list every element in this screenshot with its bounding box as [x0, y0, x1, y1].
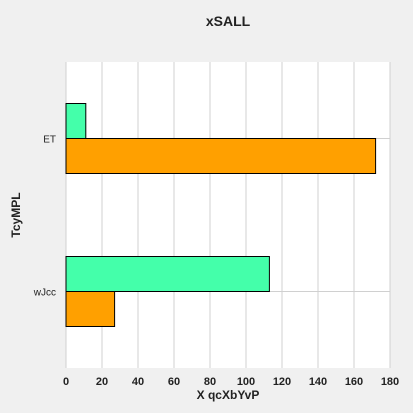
x-tick-label: 20 [96, 376, 108, 388]
x-tick-label: 180 [381, 376, 399, 388]
x-tick-label: 0 [63, 376, 69, 388]
x-tick-labels: 0 20 40 60 80 100 120 140 160 180 [63, 376, 399, 388]
x-tick-label: 60 [168, 376, 180, 388]
y-category-labels: ET wJcc [33, 135, 56, 299]
x-tick-label: 140 [309, 376, 327, 388]
bars [65, 103, 377, 327]
plot-area [66, 62, 390, 368]
bar [65, 256, 270, 292]
x-axis-label: X qcXbYvP [197, 388, 260, 402]
x-tick-label: 120 [273, 376, 291, 388]
x-tick-label: 160 [345, 376, 363, 388]
y-axis-label: TcyMPL [9, 192, 23, 237]
chart-title: xSALL [206, 13, 251, 29]
x-tick-label: 40 [132, 376, 144, 388]
bar [65, 291, 116, 327]
bar [65, 103, 87, 139]
x-tick-label: 100 [237, 376, 255, 388]
bar [65, 138, 377, 174]
x-tick-label: 80 [204, 376, 216, 388]
y-category-label: ET [43, 135, 56, 146]
y-category-label: wJcc [33, 288, 56, 299]
